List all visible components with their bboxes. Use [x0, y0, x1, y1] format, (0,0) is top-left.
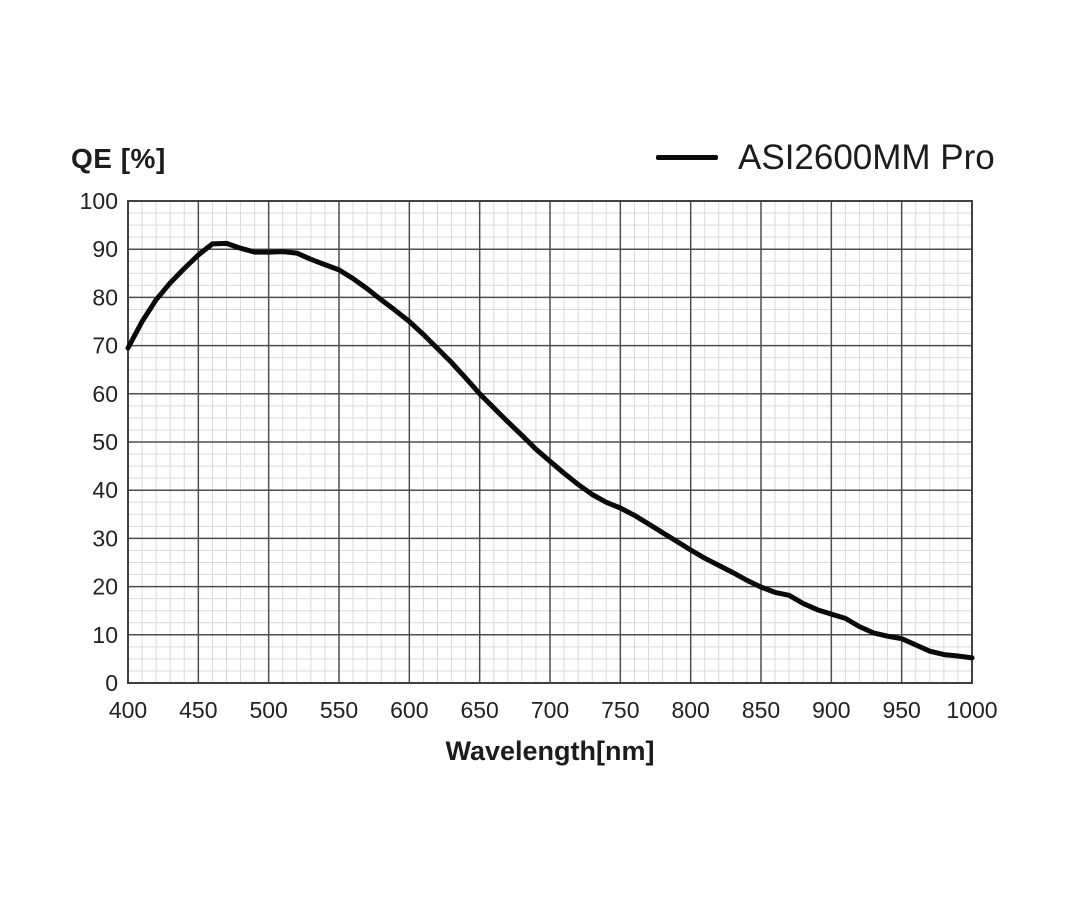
- x-tick-label: 900: [812, 697, 850, 723]
- legend-line-sample: [656, 155, 718, 160]
- x-axis-title: Wavelength[nm]: [445, 736, 655, 766]
- major-gridlines: [128, 201, 972, 683]
- x-tick-label: 500: [249, 697, 287, 723]
- y-tick-label: 50: [92, 429, 118, 455]
- x-tick-label: 600: [390, 697, 428, 723]
- y-tick-label: 10: [92, 622, 118, 648]
- x-tick-label: 800: [671, 697, 709, 723]
- y-tick-label: 20: [92, 574, 118, 600]
- x-tick-label: 450: [179, 697, 217, 723]
- y-axis-title: QE [%]: [71, 143, 166, 174]
- y-tick-label: 90: [92, 236, 118, 262]
- x-tick-label: 550: [320, 697, 358, 723]
- qe-curve: [125, 240, 975, 661]
- legend: ASI2600MM Pro: [656, 140, 995, 175]
- y-axis-tick-labels: 0 10 20 30 40 50 60 70 80 90 100: [80, 188, 118, 696]
- x-tick-label: 950: [882, 697, 920, 723]
- legend-label: ASI2600MM Pro: [738, 138, 995, 177]
- x-tick-label: 850: [742, 697, 780, 723]
- y-tick-label: 60: [92, 381, 118, 407]
- y-tick-label: 70: [92, 333, 118, 359]
- y-tick-label: 80: [92, 284, 118, 310]
- x-tick-label: 650: [460, 697, 498, 723]
- y-tick-label: 100: [80, 188, 118, 214]
- plot-area-border: [127, 200, 973, 684]
- x-tick-label: 750: [601, 697, 639, 723]
- y-tick-label: 0: [105, 670, 118, 696]
- y-tick-label: 30: [92, 525, 118, 551]
- x-axis-tick-labels: 400 450 500 550 600 650 700 750 800 850 900 950 1000: [109, 697, 998, 723]
- y-tick-label: 40: [92, 477, 118, 503]
- x-tick-label: 400: [109, 697, 147, 723]
- x-tick-label: 1000: [946, 697, 997, 723]
- x-tick-label: 700: [531, 697, 569, 723]
